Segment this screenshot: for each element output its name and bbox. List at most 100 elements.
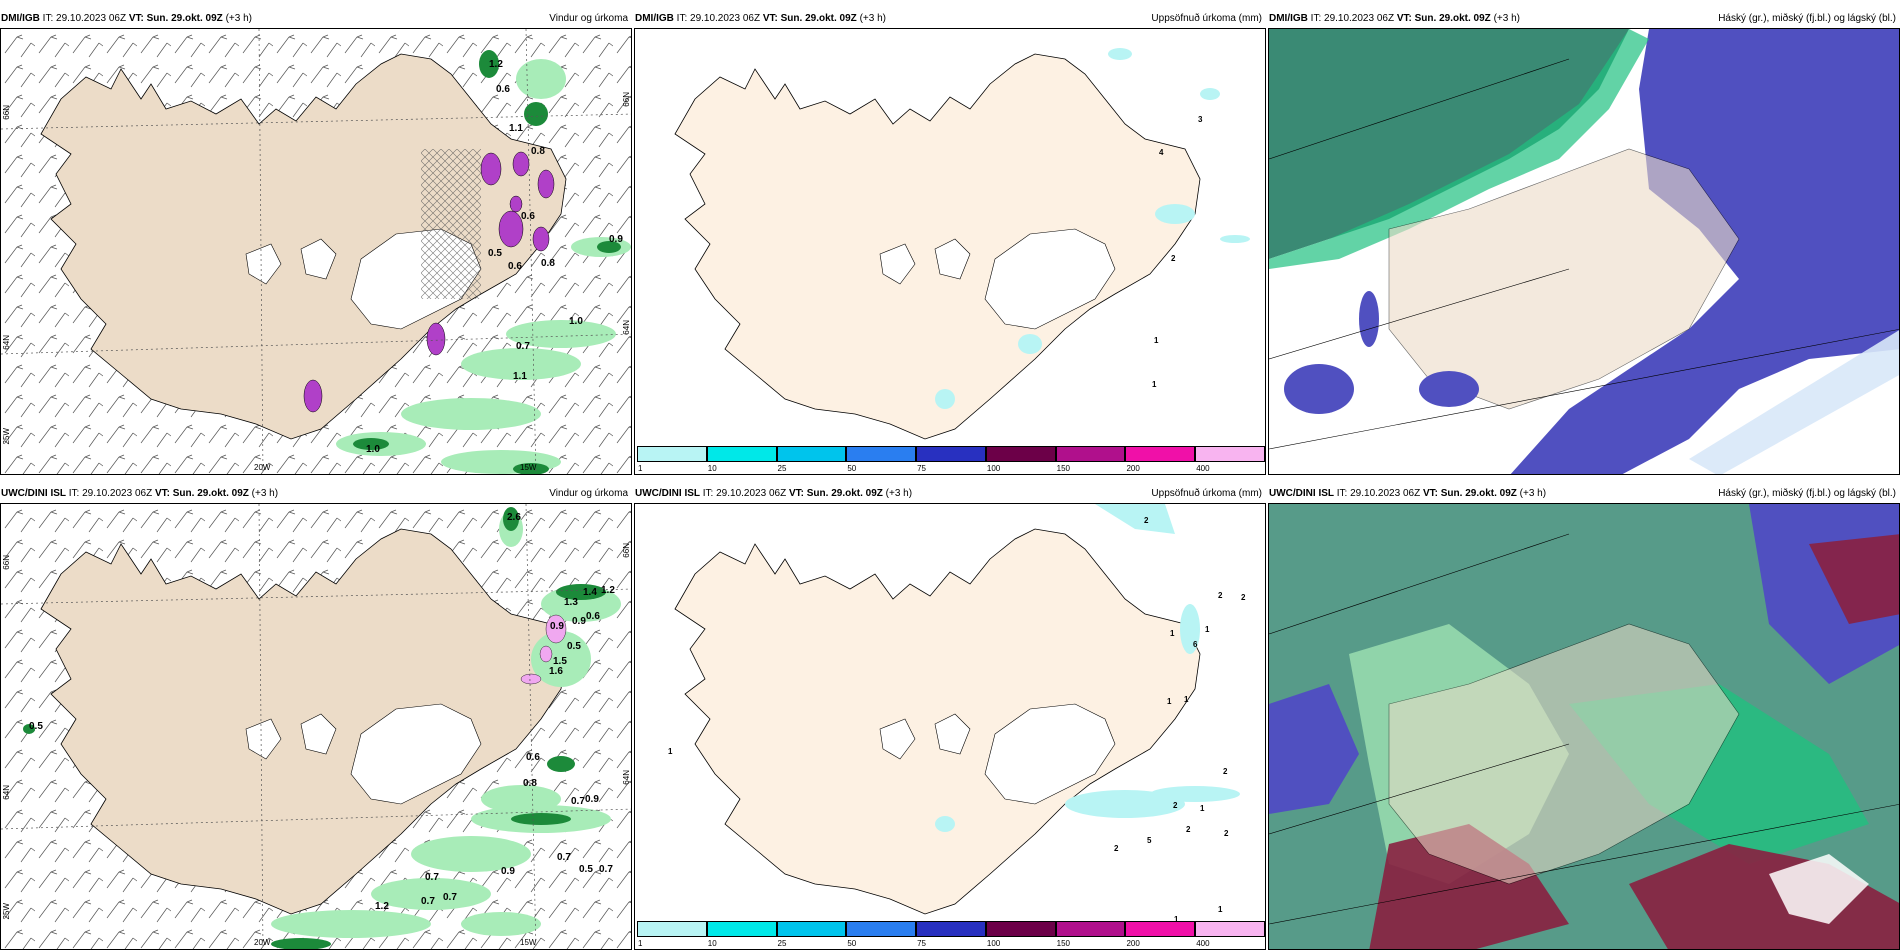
lat-label-66-right: 66N [622,92,631,107]
colorbar-label: 50 [847,464,857,473]
lon-label-15: 15W [520,463,537,472]
precip-value-label: 0.5 [579,864,593,875]
valid-time-label: VT: [762,13,778,24]
panel-uwc-wind-precip: UWC/DINI ISL IT: 29.10.2023 06Z VT: Sun.… [0,485,632,950]
lat-label-64-right: 64N [622,320,631,335]
precip-value-label: 0.5 [488,248,502,259]
precip-value-label: 1 [1205,625,1210,634]
precip-value-label: 0.7 [443,892,457,903]
precip-value-label: 2 [1218,591,1223,600]
precip-value-label: 2 [1144,516,1149,525]
precip-value-label: 0.7 [421,896,435,907]
lon-label-25: 25W [2,903,11,920]
init-time: IT: 29.10.2023 06Z [1336,488,1421,499]
precip-value-label: 1.2 [601,585,615,596]
lon-label-20: 20W [254,938,271,947]
glacier-hofsjokull [245,243,282,285]
valid-time-label: VT: [788,488,804,499]
panel-title: Uppsöfnuð úrkoma (mm) [1151,488,1262,499]
panel-dmi-accum-precip: DMI/IGB IT: 29.10.2023 06Z VT: Sun. 29.o… [634,10,1266,475]
high-cloud-area [1269,29,1629,259]
colorbar-label: 10 [707,464,717,473]
colorbar-cell [776,921,847,937]
colorbar-cell [637,921,707,937]
colorbar-label: 400 [1196,939,1210,948]
valid-time: Sun. 29.okt. 09Z [780,13,857,24]
precip-value-label: 1.4 [583,587,597,598]
lat-label-64-right: 64N [622,770,631,785]
colorbar-label: 75 [917,464,927,473]
lat-label-64: 64N [2,785,11,800]
precip-value-label: 0.7 [516,341,530,352]
precip-value-label: 0.7 [571,796,585,807]
colorbar-label: 200 [1126,939,1140,948]
colorbar-label: 1 [638,939,643,948]
precip-values: 3 4 2 1 1 [1152,115,1203,389]
colorbar: 1 10 25 50 75 100 150 200 400 [637,446,1265,474]
precip-green [271,511,621,938]
map-area: 2.6 1.4 1.2 1.3 0.9 0.6 0.9 0.5 1.5 1.6 0.5 0.6 0.8 0… [0,503,632,950]
colorbar-label: 25 [777,939,787,948]
valid-time: Sun. 29.okt. 09Z [1440,488,1517,499]
valid-time: Sun. 29.okt. 09Z [146,13,223,24]
colorbar-cell [776,446,847,462]
precip-value-label: 1.0 [569,316,583,327]
init-time: IT: 29.10.2023 06Z [68,488,153,499]
panel-header: UWC/DINI ISL IT: 29.10.2023 06Z VT: Sun.… [634,485,1266,503]
precip-value-label: 1.5 [553,656,567,667]
precip-value-label: 0.6 [526,752,540,763]
precip-value-label: 1.1 [513,371,527,382]
colorbar-cell [1125,921,1196,937]
init-time: IT: 29.10.2023 06Z [42,13,127,24]
precip-value-label: 0.9 [609,234,623,245]
precip-value-label: 1 [1218,905,1223,914]
low-cloud-area [1809,534,1899,624]
precip-value-label: 1 [1184,695,1189,704]
precip-value-label: 0.6 [521,211,535,222]
precip-value-label: 4 [1159,148,1164,157]
model-name: UWC/DINI ISL [635,488,700,499]
lead-time: (+3 h) [885,488,913,499]
precip-value-label: 0.9 [572,616,586,627]
lat-label-66: 66N [2,555,11,570]
colorbar-label: 100 [986,464,1001,473]
panel-uwc-accum-precip: UWC/DINI ISL IT: 29.10.2023 06Z VT: Sun.… [634,485,1266,950]
colorbar-cell [985,446,1056,462]
precip-value-label: 1 [1200,804,1205,813]
precip-values: 1.2 0.6 1.1 0.8 0.6 0.5 0.6 0.8 0.9 1.0 0.7 1.1 1.0 [366,59,623,455]
precip-value-label: 0.7 [557,852,571,863]
init-time: IT: 29.10.2023 06Z [676,13,761,24]
iceland-land [1388,623,1740,885]
panel-title: Háský (gr.), miðský (fj.bl.) og lágský (… [1718,13,1896,24]
precip-value-label: 2 [1224,829,1229,838]
precip-value-label: 3 [1198,115,1203,124]
precip-value-label: 6 [1193,640,1198,649]
precip-value-label: 1 [668,747,673,756]
precip-cyan [935,504,1240,832]
precip-value-label: 1.0 [366,444,380,455]
lead-time: (+3 h) [225,13,252,24]
panel-dmi-clouds: DMI/IGB IT: 29.10.2023 06Z VT: Sun. 29.o… [1268,10,1900,475]
colorbar-cell [1195,921,1265,937]
init-time: IT: 29.10.2023 06Z [702,488,787,499]
panel-uwc-clouds: UWC/DINI ISL IT: 29.10.2023 06Z VT: Sun.… [1268,485,1900,950]
accum-precip-map: 3 4 2 1 1 [674,48,1250,440]
colorbar-cell [1055,446,1126,462]
colorbar-cell [846,921,917,937]
precip-value-label: 0.5 [29,721,43,732]
map-area [1268,28,1900,475]
colorbar-cell [1055,921,1126,937]
valid-time: Sun. 29.okt. 09Z [806,488,883,499]
valid-time-label: VT: [1396,13,1412,24]
lon-label-25: 25W [2,428,11,445]
model-name: UWC/DINI ISL [1,488,66,499]
precip-value-label: 0.6 [496,84,510,95]
valid-time-label: VT: [154,488,170,499]
colorbar-label: 10 [707,939,717,948]
precip-value-label: 2 [1241,593,1246,602]
precip-value-label: 1.1 [509,123,523,134]
precip-value-label: 2 [1114,844,1119,853]
precip-value-label: 5 [1147,836,1152,845]
